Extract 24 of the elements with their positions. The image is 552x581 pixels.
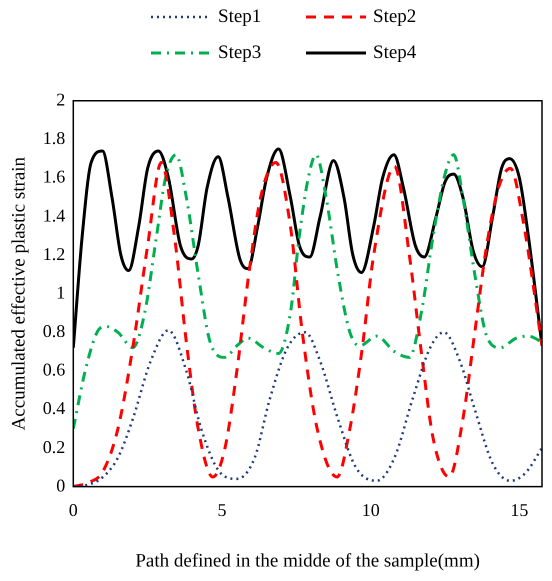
y-tick-label: 0.8 — [42, 321, 66, 342]
x-tick-label: 10 — [362, 500, 380, 520]
y-tick-label: 1.4 — [42, 205, 66, 226]
line-series — [73, 329, 542, 487]
x-tick-label: 5 — [218, 500, 226, 520]
y-tick-label: 1 — [56, 282, 66, 302]
line-series — [73, 161, 542, 487]
y-tick-label: 0.4 — [42, 398, 66, 418]
legend-label: Step2 — [373, 6, 416, 28]
legend-label: Step3 — [218, 42, 262, 64]
line-series — [73, 153, 542, 430]
x-tick-label: 15 — [510, 500, 528, 520]
y-tick-label: 2 — [56, 90, 66, 110]
y-tick-label: 0.2 — [42, 436, 66, 457]
y-axis-title: Accumulated effective plastic strain — [8, 156, 30, 430]
x-axis-title: Path defined in the midde of the sample(mm) — [135, 550, 480, 572]
legend-label: Step1 — [218, 6, 262, 28]
y-tick-label: 1.2 — [42, 244, 66, 264]
x-tick-label: 0 — [68, 500, 78, 520]
y-tick-label: 1.6 — [42, 166, 66, 187]
y-tick-label: 0 — [56, 475, 66, 496]
y-tick-label: 1.8 — [42, 128, 66, 148]
legend-label: Step4 — [373, 42, 416, 64]
y-tick-label: 0.6 — [42, 360, 66, 380]
